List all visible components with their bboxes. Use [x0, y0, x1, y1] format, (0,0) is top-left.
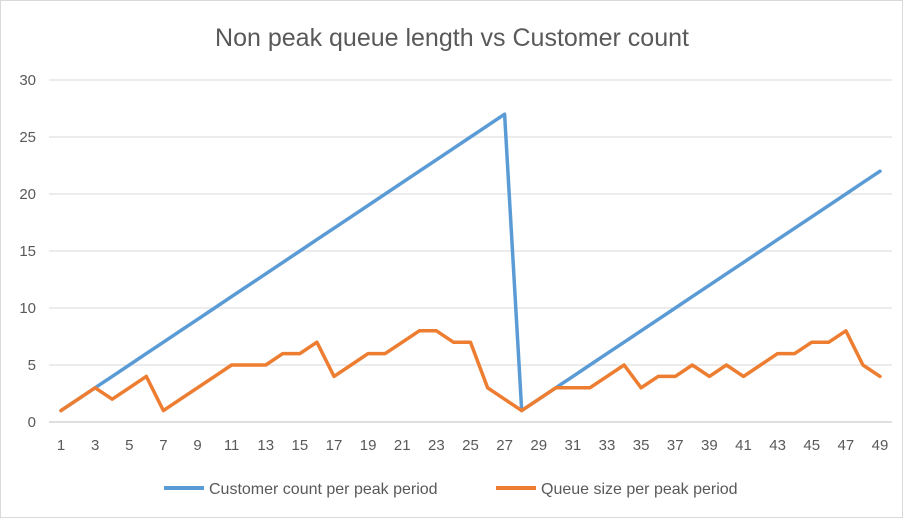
legend: Customer count per peak period Queue siz… — [164, 481, 738, 498]
x-tick-label: 5 — [125, 437, 133, 454]
x-tick-label: 11 — [224, 437, 240, 454]
x-tick-label: 27 — [496, 437, 513, 454]
x-tick-label: 19 — [360, 437, 377, 454]
y-tick-label: 5 — [28, 357, 36, 374]
x-tick-label: 9 — [193, 437, 201, 454]
x-tick-label: 49 — [872, 437, 889, 454]
gridlines — [49, 79, 892, 423]
chart-title: Non peak queue length vs Customer count — [215, 24, 689, 52]
x-tick-label: 1 — [57, 437, 65, 454]
x-tick-label: 29 — [530, 437, 547, 454]
x-tick-label: 15 — [292, 437, 309, 454]
x-tick-label: 21 — [394, 437, 411, 454]
x-tick-label: 35 — [633, 437, 650, 454]
series-lines — [59, 112, 882, 413]
x-axis-ticks: 1 3 5 7 9 11 13 15 17 19 21 23 25 27 29 31 33 35 37 39 41 43 4… — [57, 437, 889, 454]
x-tick-label: 23 — [428, 437, 445, 454]
series-line-queue-size — [59, 329, 882, 413]
x-tick-label: 41 — [735, 437, 752, 454]
x-tick-label: 37 — [667, 437, 684, 454]
x-tick-label: 3 — [91, 437, 99, 454]
y-tick-label: 15 — [19, 243, 36, 260]
y-tick-label: 25 — [19, 129, 36, 146]
x-tick-label: 33 — [599, 437, 616, 454]
series-line-customer-count — [59, 112, 882, 413]
legend-label-queue-size: Queue size per peak period — [541, 481, 738, 498]
x-tick-label: 45 — [803, 437, 820, 454]
y-tick-label: 30 — [19, 72, 36, 89]
x-tick-label: 31 — [565, 437, 582, 454]
x-tick-label: 43 — [769, 437, 786, 454]
x-tick-label: 25 — [462, 437, 479, 454]
x-tick-label: 13 — [257, 437, 274, 454]
legend-label-customer-count: Customer count per peak period — [209, 481, 438, 498]
y-tick-label: 20 — [19, 186, 36, 203]
y-tick-label: 10 — [19, 300, 36, 317]
x-tick-label: 47 — [838, 437, 855, 454]
x-tick-label: 39 — [701, 437, 718, 454]
x-tick-label: 7 — [159, 437, 167, 454]
y-tick-label: 0 — [28, 414, 36, 431]
y-axis-ticks: 0 5 10 15 20 25 30 — [19, 72, 36, 431]
x-tick-label: 17 — [326, 437, 343, 454]
